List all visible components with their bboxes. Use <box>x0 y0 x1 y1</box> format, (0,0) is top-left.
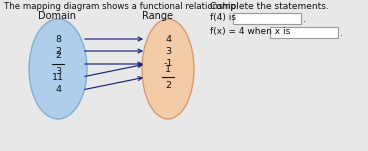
Text: .: . <box>303 15 306 24</box>
Text: 3: 3 <box>165 47 171 56</box>
Text: Complete the statements.: Complete the statements. <box>210 2 329 11</box>
Text: f(x) = 4 when x is: f(x) = 4 when x is <box>210 27 290 36</box>
Text: .: . <box>340 29 343 38</box>
FancyBboxPatch shape <box>233 13 301 24</box>
Text: 2: 2 <box>165 80 171 90</box>
Text: -1: -1 <box>163 59 173 69</box>
Text: f(4) is: f(4) is <box>210 13 236 22</box>
Text: 3: 3 <box>55 67 61 77</box>
Text: The mapping diagram shows a functional relationship.: The mapping diagram shows a functional r… <box>4 2 238 11</box>
Text: 11: 11 <box>52 72 64 82</box>
Text: 2: 2 <box>55 51 61 61</box>
Text: Domain: Domain <box>38 11 76 21</box>
FancyBboxPatch shape <box>270 27 338 38</box>
Ellipse shape <box>29 19 87 119</box>
Text: 4: 4 <box>165 34 171 43</box>
Ellipse shape <box>142 19 194 119</box>
Text: Range: Range <box>142 11 173 21</box>
Text: 2: 2 <box>55 47 61 56</box>
Text: 1: 1 <box>165 64 171 74</box>
Text: 4: 4 <box>55 85 61 95</box>
Text: 8: 8 <box>55 34 61 43</box>
